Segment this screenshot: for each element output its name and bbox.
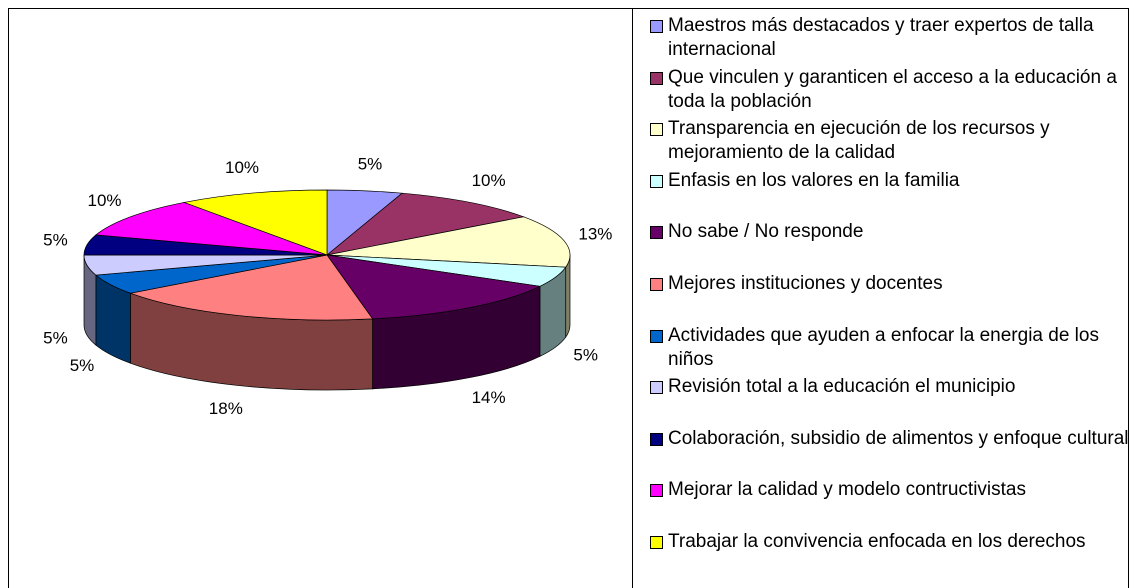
slice (95, 202, 328, 256)
legend-label: Revisión total a la educación el municip… (668, 376, 1016, 398)
legend-divider (632, 8, 633, 588)
legend-label: No sabe / No responde (668, 221, 864, 243)
legend-label: Maestros más destacados y traer expertos… (668, 15, 1094, 60)
data-label: 10% (225, 158, 259, 177)
slice (326, 216, 571, 268)
legend-swatch (650, 484, 663, 498)
legend-label: Transparencia en ejecución de los recurs… (668, 118, 1050, 164)
legend-label: Enfasis en los valores en la familia (668, 169, 960, 191)
legend-entry: Revisión total a la educación el municip… (648, 375, 1130, 399)
legend-swatch (650, 174, 663, 188)
legend-entry: Actividades que ayuden a enfocar la ener… (648, 324, 1130, 372)
data-label: 5% (358, 155, 383, 174)
legend-label: Mejores instituciones y docentes (668, 273, 943, 294)
data-label: 5% (43, 329, 68, 348)
data-label: 10% (472, 171, 506, 190)
slice (129, 254, 374, 321)
legend-swatch (650, 381, 663, 395)
legend-entry: Transparencia en ejecución de los recurs… (648, 117, 1130, 165)
legend-entry: Que vinculen y garanticen el acceso a la… (648, 66, 1130, 114)
legend-swatch (650, 20, 663, 33)
legend-entry: Enfasis en los valores en la familia (648, 169, 1130, 193)
slice (326, 192, 525, 256)
slice (326, 254, 542, 320)
legend-swatch (650, 432, 663, 446)
legend-entry: Trabajar la convivencia enfocada en los … (648, 530, 1130, 554)
data-label: 5% (70, 356, 95, 375)
legend-swatch (650, 71, 663, 85)
data-label: 14% (472, 388, 506, 407)
legend-swatch (650, 278, 663, 291)
legend-entry: Mejores instituciones y docentes (648, 272, 1130, 296)
legend-label: Colaboración, subsidio de alimentos y en… (668, 427, 1129, 449)
slice (182, 189, 328, 256)
legend-label: Que vinculen y garanticen el acceso a la… (668, 66, 1117, 112)
slice-side (565, 254, 571, 339)
legend-swatch (650, 226, 663, 240)
pie-area: 5%10%13%5%14%18%5%5%5%10%10% (43, 155, 612, 419)
legend-swatch (650, 123, 663, 137)
chart-frame (8, 8, 1129, 588)
legend-label: Trabajar la convivencia enfocada en los … (668, 531, 1086, 552)
data-label: 10% (87, 191, 121, 210)
legend-entry: Colaboración, subsidio de alimentos y en… (648, 427, 1130, 451)
legend-swatch (650, 329, 663, 343)
legend-label: Actividades que ayuden a enfocar la ener… (668, 324, 1099, 370)
data-label: 13% (578, 225, 612, 244)
data-label: 5% (573, 345, 598, 364)
legend-swatch (650, 536, 663, 549)
data-label: 18% (209, 399, 243, 418)
data-label: 5% (43, 230, 68, 249)
legend-entry: No sabe / No responde (648, 220, 1130, 244)
legend-entry: Maestros más destacados y traer expertos… (648, 14, 1130, 62)
legend-entry: Mejorar la calidad y modelo contructivis… (648, 478, 1130, 502)
legend-label: Mejorar la calidad y modelo contructivis… (668, 479, 1026, 501)
